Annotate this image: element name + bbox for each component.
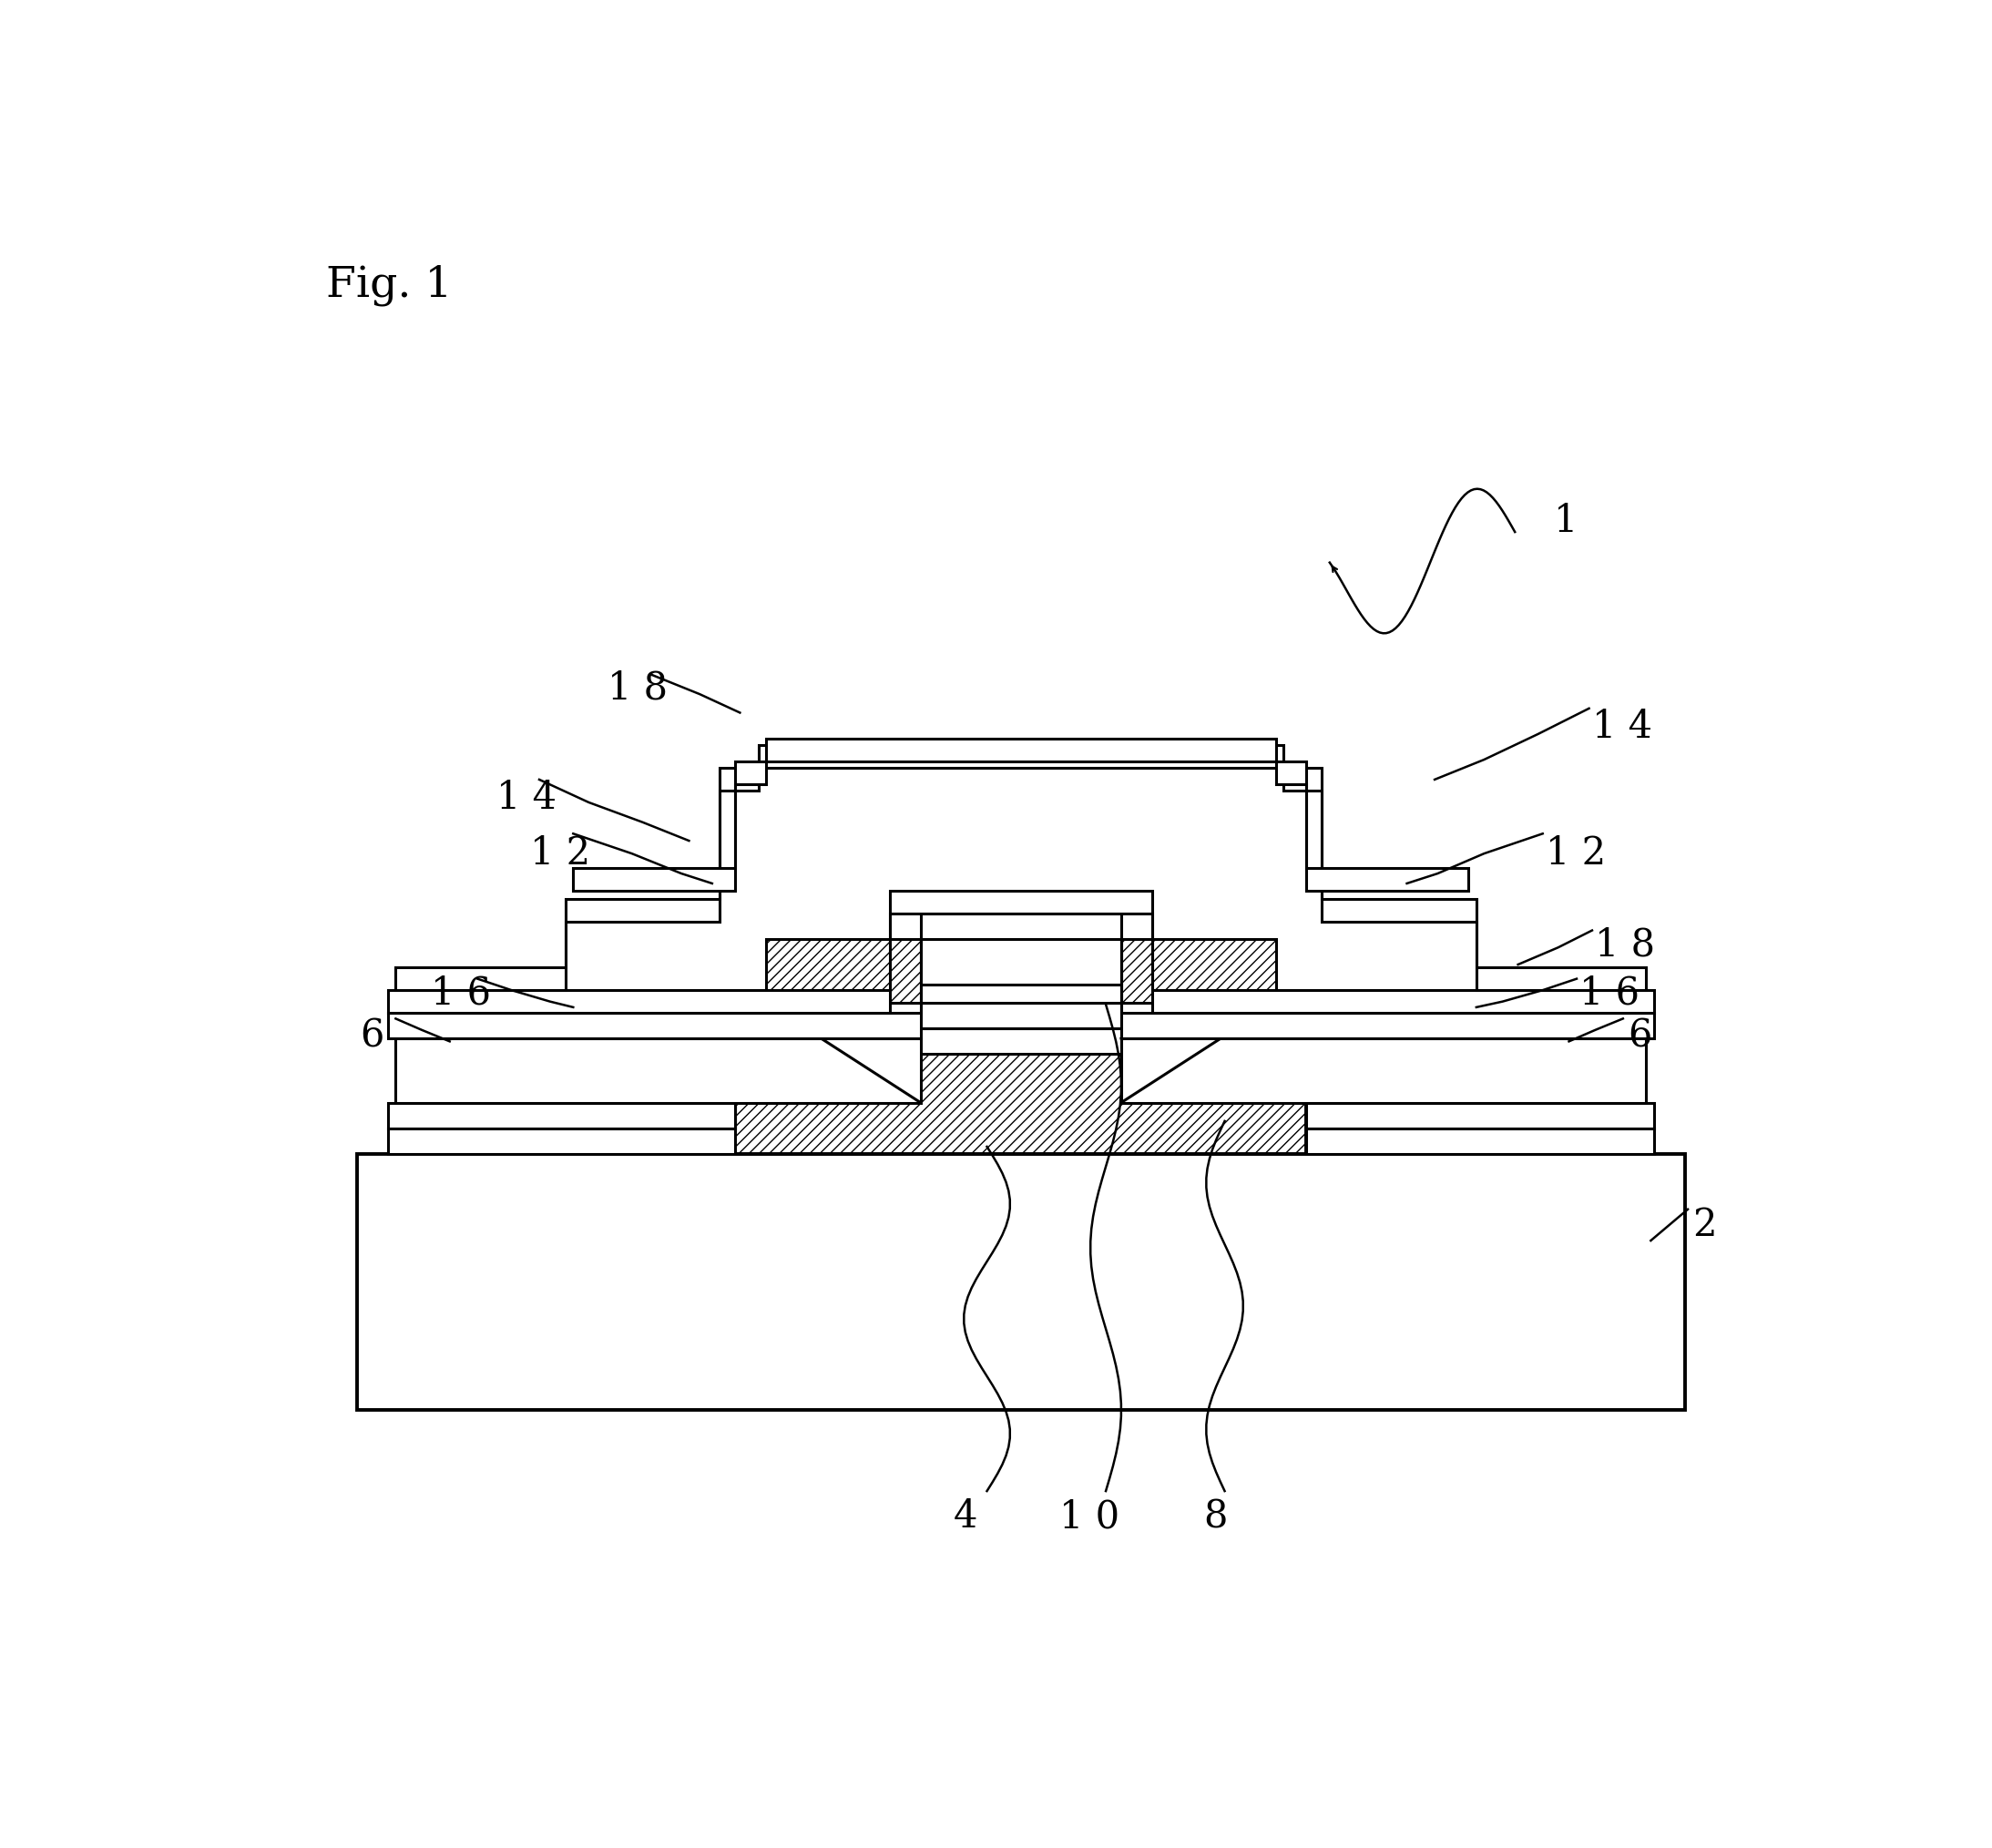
Polygon shape xyxy=(388,913,1653,1039)
Text: 1 8: 1 8 xyxy=(608,669,667,708)
Text: 1 6: 1 6 xyxy=(430,974,492,1013)
Text: 1: 1 xyxy=(1554,501,1578,540)
Text: 8: 8 xyxy=(1203,1497,1227,1536)
Text: 1 0: 1 0 xyxy=(1060,1497,1120,1536)
Polygon shape xyxy=(735,1053,1307,1153)
Polygon shape xyxy=(388,1029,1653,1153)
Polygon shape xyxy=(388,891,1653,1013)
Polygon shape xyxy=(574,739,1468,891)
Polygon shape xyxy=(396,745,1645,991)
Text: 1 4: 1 4 xyxy=(496,780,556,817)
Polygon shape xyxy=(1121,939,1275,1003)
Text: 6: 6 xyxy=(361,1016,384,1055)
Text: 2: 2 xyxy=(1693,1207,1717,1244)
Text: 1 2: 1 2 xyxy=(530,835,590,872)
Text: 1 2: 1 2 xyxy=(1546,835,1606,872)
Polygon shape xyxy=(767,939,920,1003)
Polygon shape xyxy=(396,1039,920,1103)
Text: 4: 4 xyxy=(952,1497,978,1536)
Text: 1 6: 1 6 xyxy=(1580,974,1639,1013)
Text: 1 4: 1 4 xyxy=(1592,708,1651,747)
Polygon shape xyxy=(388,1003,1653,1127)
Polygon shape xyxy=(1121,1039,1645,1103)
Text: Fig. 1: Fig. 1 xyxy=(327,264,452,307)
Text: 6: 6 xyxy=(1627,1016,1651,1055)
Polygon shape xyxy=(912,985,1129,1003)
Polygon shape xyxy=(357,1153,1685,1410)
Text: 1 8: 1 8 xyxy=(1596,926,1655,965)
